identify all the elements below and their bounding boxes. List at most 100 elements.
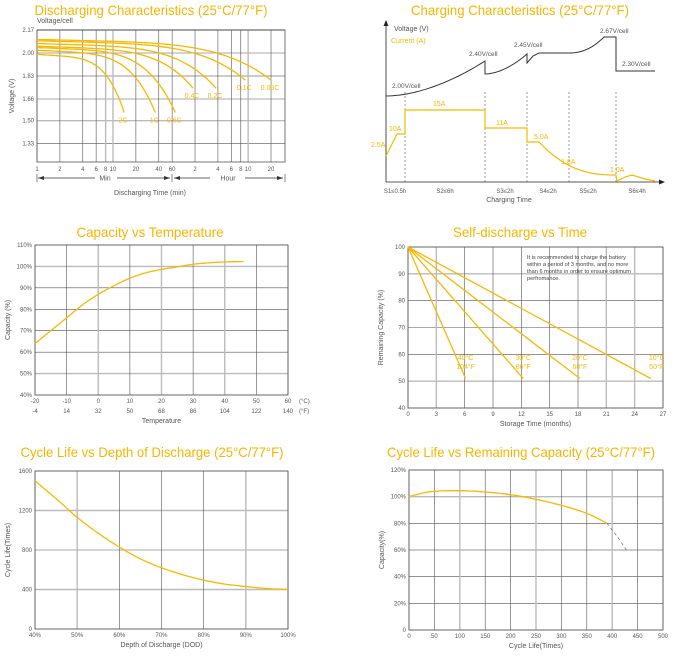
y-tick-label: 70%: [20, 329, 33, 335]
recommendation-note: within a period of 3 months, and no more: [526, 262, 628, 268]
x-tick-label: 100%: [280, 633, 296, 639]
x-tick-label: 2: [58, 167, 62, 173]
legend-voltage: Voltage (V): [394, 26, 429, 33]
x-tick-label: 10: [245, 167, 252, 173]
plot-area: [407, 246, 664, 409]
x-tick-label: 60: [285, 399, 292, 405]
y-tick-label: 60%: [394, 548, 407, 554]
y-tick-label: 50%: [20, 372, 33, 378]
x-axis-label: Temperature: [142, 418, 181, 425]
x-axis-label: Depth of Discharge (DOD): [120, 642, 202, 649]
series-label-fahrenheit: 104°F: [456, 363, 475, 371]
recommendation-note: perfromance.: [527, 276, 560, 282]
x-tick-label: 20: [158, 399, 165, 405]
y-tick-label: 0: [29, 627, 33, 633]
series-label-fahrenheit: 50°F: [649, 363, 664, 371]
chart-title: Capacity vs Temperature: [77, 224, 224, 240]
y-tick-label: 1600: [19, 469, 33, 475]
x-tick-label: 21: [603, 412, 610, 418]
x-tick-label: 27: [660, 412, 667, 418]
plot-area: [36, 29, 286, 163]
x-tick-label: 40: [155, 167, 162, 173]
stage-label: S4≤2h: [539, 189, 556, 195]
series-label-celsius: 30°C: [515, 354, 531, 362]
discharge-curve-1C: [36, 49, 156, 113]
plot-area: [34, 470, 289, 630]
x-tick-label: 300: [556, 634, 567, 640]
y-tick-label: 1.50: [22, 119, 34, 125]
x-tick-label-fahrenheit: -4: [32, 409, 38, 415]
series-label: 2C: [119, 118, 128, 125]
data-curve: [408, 489, 608, 524]
voltage-label: 2.30V/cell: [622, 61, 651, 68]
current-label: 11A: [496, 120, 508, 127]
y-tick-label: 80%: [20, 307, 33, 313]
y-tick-label: 2.17: [22, 28, 34, 34]
y-axis-label: Voltage (V): [9, 79, 16, 114]
y-tick-label: 0: [403, 628, 407, 634]
x-tick-label: 150: [480, 634, 491, 640]
x-tick-label-fahrenheit: 68: [158, 409, 165, 415]
x-tick-label: 6: [230, 167, 234, 173]
y-tick-label: 70: [398, 326, 405, 332]
x-tick-label: -10: [62, 399, 71, 405]
data-curve: [407, 246, 524, 379]
x-tick-label: 2: [193, 167, 197, 173]
discharge-curve-0.1C: [36, 40, 246, 81]
x-tick-label: 20: [268, 167, 275, 173]
legend-current: Current (A): [391, 38, 426, 45]
discharge-curve-2C: [37, 53, 125, 113]
data-curve: [34, 260, 244, 345]
y-tick-label: 40%: [20, 393, 33, 399]
current-line: [385, 109, 656, 182]
x-tick-label: 70%: [155, 633, 168, 639]
x-tick-label: 0: [406, 412, 410, 418]
chart-title: Discharging Characteristics (25°C/77°F): [35, 2, 268, 18]
y-tick-label: 90%: [20, 286, 33, 292]
y-tick-label: 20%: [394, 601, 407, 607]
x-tick-label: 80%: [198, 633, 211, 639]
y-tick-label: 40: [398, 406, 405, 412]
arrowhead-icon: [38, 176, 44, 180]
x-tick-label: 250: [531, 634, 542, 640]
voltage-line: [385, 36, 655, 97]
projected-curve: [606, 523, 627, 551]
x-tick-label: -20: [31, 399, 40, 405]
x-tick-label: 24: [631, 412, 638, 418]
data-curve: [407, 246, 467, 379]
x-tick-label: 50%: [71, 633, 84, 639]
series-label: 0.2C: [208, 93, 223, 100]
discharge-curve-0.05C: [36, 38, 272, 81]
chart-title: Self-discharge vs Time: [453, 224, 587, 240]
y-tick-label: 110%: [17, 243, 33, 249]
y-tick-label: 800: [22, 548, 33, 554]
x-tick-label: 6: [94, 167, 98, 173]
x-tick-label: 200: [506, 634, 517, 640]
chart-title: Charging Characteristics (25°C/77°F): [411, 2, 629, 18]
series-label-celsius: 10°C: [649, 354, 665, 362]
x-tick-label: 8: [104, 167, 108, 173]
y-tick-label: 60%: [20, 350, 33, 356]
stage-label: S1≤0.5h: [384, 189, 406, 195]
x-tick-label: 0: [407, 634, 411, 640]
plot-area: [408, 469, 664, 631]
x-unit-fahrenheit: (°F): [299, 409, 309, 415]
series-label-fahrenheit: 68°F: [572, 363, 587, 371]
stage-label: S5≤2h: [579, 189, 596, 195]
recommendation-note: It is recommended to charge the battery: [527, 255, 626, 261]
x-tick-label: 3: [435, 412, 439, 418]
x-tick-label: 60: [169, 167, 176, 173]
x-tick-label: 50: [431, 634, 438, 640]
y-axis-arrow-icon: [383, 20, 389, 26]
x-tick-label: 30: [190, 399, 197, 405]
min-range-label: Min: [99, 176, 110, 183]
x-tick-label: 4: [216, 167, 220, 173]
y-tick-label: 2.00: [22, 51, 34, 57]
chart-title: Cycle Life vs Remaining Capacity (25°C/7…: [387, 444, 655, 460]
series-label: 0.6C: [167, 118, 182, 125]
y-axis-label: Cycle Life(Times): [5, 523, 12, 577]
series-label-fahrenheit: 86°F: [516, 363, 531, 371]
voltage-label: 2.00V/cell: [392, 83, 421, 90]
x-tick-label: 6: [463, 412, 467, 418]
x-tick-label: 450: [633, 634, 644, 640]
